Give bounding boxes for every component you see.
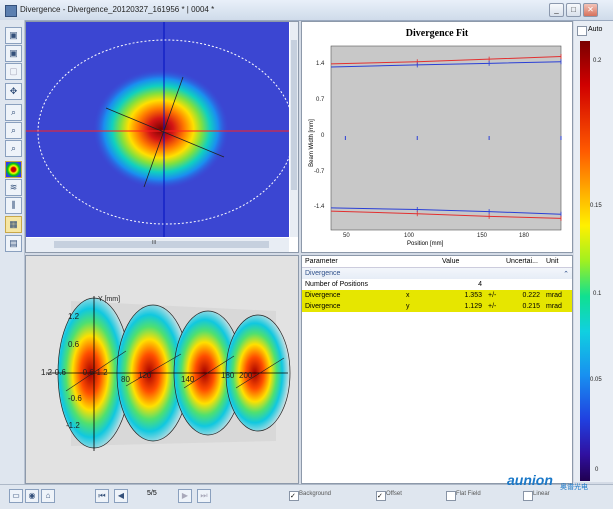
series-line-1 bbox=[330, 61, 562, 68]
move-icon[interactable]: ✥ bbox=[5, 83, 22, 100]
background-checkbox[interactable]: ✓ bbox=[289, 491, 299, 501]
cbar-tick: 0.2 bbox=[593, 58, 602, 64]
view-3d-panel: Y [mm] 1.2 0.6 -0.6 -1.2 1.2-0.6 -0.6-1.… bbox=[25, 255, 299, 484]
offset-checkbox[interactable]: ✓ bbox=[376, 491, 386, 501]
col-value[interactable]: Value bbox=[442, 258, 460, 265]
xtick: 50 bbox=[343, 233, 350, 239]
last-page-icon[interactable]: ⏭ bbox=[197, 489, 211, 503]
linear-label: Linear bbox=[533, 491, 550, 497]
page-indicator: 5/5 bbox=[147, 490, 157, 497]
col-uncertainty[interactable]: Uncertai... bbox=[506, 258, 538, 265]
table-row[interactable]: Divergence x 1.353 +/- 0.222 mrad bbox=[302, 290, 572, 301]
status-bar: ▭ ◉ ⌂ ⏮ ◀ 5/5 ▶ ⏭ ✓ Background ✓ Offset … bbox=[0, 472, 613, 509]
divergence-fit-panel: Divergence Fit Beam Width [mm] Position … bbox=[301, 21, 573, 253]
prev-page-icon[interactable]: ◀ bbox=[114, 489, 128, 503]
app-icon bbox=[5, 5, 17, 17]
series-line-0 bbox=[330, 56, 562, 65]
xtick-3d: 140 bbox=[181, 375, 195, 384]
maximize-button[interactable]: □ bbox=[566, 3, 581, 17]
xtick: 150 bbox=[477, 233, 488, 239]
ytick: 1.4 bbox=[316, 61, 325, 67]
grid-icon[interactable]: ▦ bbox=[5, 216, 22, 233]
xtick-3d: 80 bbox=[121, 375, 130, 384]
xtick-3d: 200 bbox=[239, 371, 253, 380]
cbar-tick: 0 bbox=[595, 467, 599, 473]
cbar-tick: 0.05 bbox=[590, 377, 602, 383]
background-label: Background bbox=[299, 491, 332, 497]
xtick: 100 bbox=[404, 233, 415, 239]
cbar-tick: 0.1 bbox=[593, 291, 602, 297]
col-parameter[interactable]: Parameter bbox=[305, 258, 338, 265]
col-unit[interactable]: Unit bbox=[546, 258, 559, 265]
chart-xlabel: Position [mm] bbox=[407, 241, 444, 247]
parameters-table: Parameter Value Uncertai... Unit Diverge… bbox=[302, 256, 572, 312]
title-bar: Divergence - Divergence_20120327_161956 … bbox=[0, 0, 613, 21]
ytick: 0 bbox=[321, 133, 325, 139]
next-page-icon[interactable]: ▶ bbox=[178, 489, 192, 503]
table-header: Parameter Value Uncertai... Unit bbox=[302, 256, 572, 268]
flat-field-checkbox[interactable] bbox=[446, 491, 456, 501]
series-line-2 bbox=[330, 207, 562, 215]
false-color-icon[interactable] bbox=[5, 161, 22, 178]
ytick: -0.7 bbox=[314, 169, 325, 175]
save-icon[interactable]: ▣ bbox=[5, 27, 22, 44]
plot-2d-icon[interactable]: ≋ bbox=[5, 179, 22, 196]
cbar-tick: 0.15 bbox=[590, 203, 602, 209]
beam-3d-plot[interactable] bbox=[26, 256, 298, 483]
plot-3d-icon[interactable]: ⫼ bbox=[5, 197, 22, 214]
zoom-out-icon[interactable]: ⌕ bbox=[5, 122, 22, 139]
zoom-fit-icon[interactable]: ⌕ bbox=[5, 140, 22, 157]
zoom-in-icon[interactable]: ⌕ bbox=[5, 104, 22, 121]
ytick: -1.4 bbox=[314, 204, 325, 210]
ytick-3d: 0.6 bbox=[68, 340, 80, 349]
group-row[interactable]: Divergence ⌃ bbox=[302, 267, 572, 279]
group-label: Divergence bbox=[305, 270, 341, 277]
h-scrollbar-grip[interactable]: III bbox=[152, 240, 157, 246]
xtick-3d: 120 bbox=[138, 371, 152, 380]
axis-label-y: Y [mm] bbox=[98, 296, 121, 303]
minimize-button[interactable]: _ bbox=[549, 3, 564, 17]
table-row[interactable]: Divergence y 1.129 +/- 0.215 mrad bbox=[302, 301, 572, 312]
brand-logo-cn: 奥谱光电 bbox=[560, 484, 588, 491]
center-axis-labels: -0.6-1.2 bbox=[80, 368, 108, 377]
color-scale bbox=[580, 41, 590, 481]
series-line-3 bbox=[330, 210, 562, 219]
beam-image-panel: III bbox=[25, 21, 299, 253]
auto-label: Auto bbox=[588, 26, 603, 33]
ytick-3d: 1.2 bbox=[68, 312, 80, 321]
layout-single-icon[interactable]: ▭ bbox=[9, 489, 23, 503]
ytick-3d: -1.2 bbox=[66, 421, 80, 430]
brand-logo: aunion bbox=[507, 472, 553, 488]
chart-title: Divergence Fit bbox=[405, 28, 469, 39]
left-toolbar: ▣ ▣ ▢ ✥ ⌕ ⌕ ⌕ ≋ ⫼ ▦ ▤ bbox=[0, 20, 25, 484]
fit-plot bbox=[330, 45, 562, 231]
colorbar-panel: Auto 0.2 0.15 0.1 0.05 0 bbox=[574, 21, 613, 482]
beam-image[interactable] bbox=[26, 22, 298, 252]
offset-label: Offset bbox=[386, 491, 402, 497]
first-page-icon[interactable]: ⏮ bbox=[95, 489, 109, 503]
window-title: Divergence - Divergence_20120327_161956 … bbox=[20, 5, 215, 14]
close-button[interactable]: ✕ bbox=[583, 3, 598, 17]
parameters-panel: Parameter Value Uncertai... Unit Diverge… bbox=[301, 255, 573, 484]
notes-icon[interactable]: ▤ bbox=[5, 235, 22, 252]
auto-checkbox[interactable] bbox=[577, 26, 587, 36]
flat-field-label: Flat Field bbox=[456, 491, 481, 497]
xtick: 180 bbox=[519, 233, 530, 239]
linear-checkbox[interactable] bbox=[523, 491, 533, 501]
left-axis-labels: 1.2-0.6 bbox=[41, 368, 66, 377]
clipboard-icon[interactable]: ▢ bbox=[5, 63, 22, 80]
table-row[interactable]: Number of Positions 4 bbox=[305, 281, 482, 288]
ytick-3d: -0.6 bbox=[68, 394, 82, 403]
collapse-icon[interactable]: ⌃ bbox=[563, 270, 569, 278]
ytick: 0.7 bbox=[316, 97, 325, 103]
save-as-icon[interactable]: ▣ bbox=[5, 45, 22, 62]
layout-camera-icon[interactable]: ◉ bbox=[25, 489, 39, 503]
home-icon[interactable]: ⌂ bbox=[41, 489, 55, 503]
xtick-3d: 180 bbox=[221, 371, 235, 380]
